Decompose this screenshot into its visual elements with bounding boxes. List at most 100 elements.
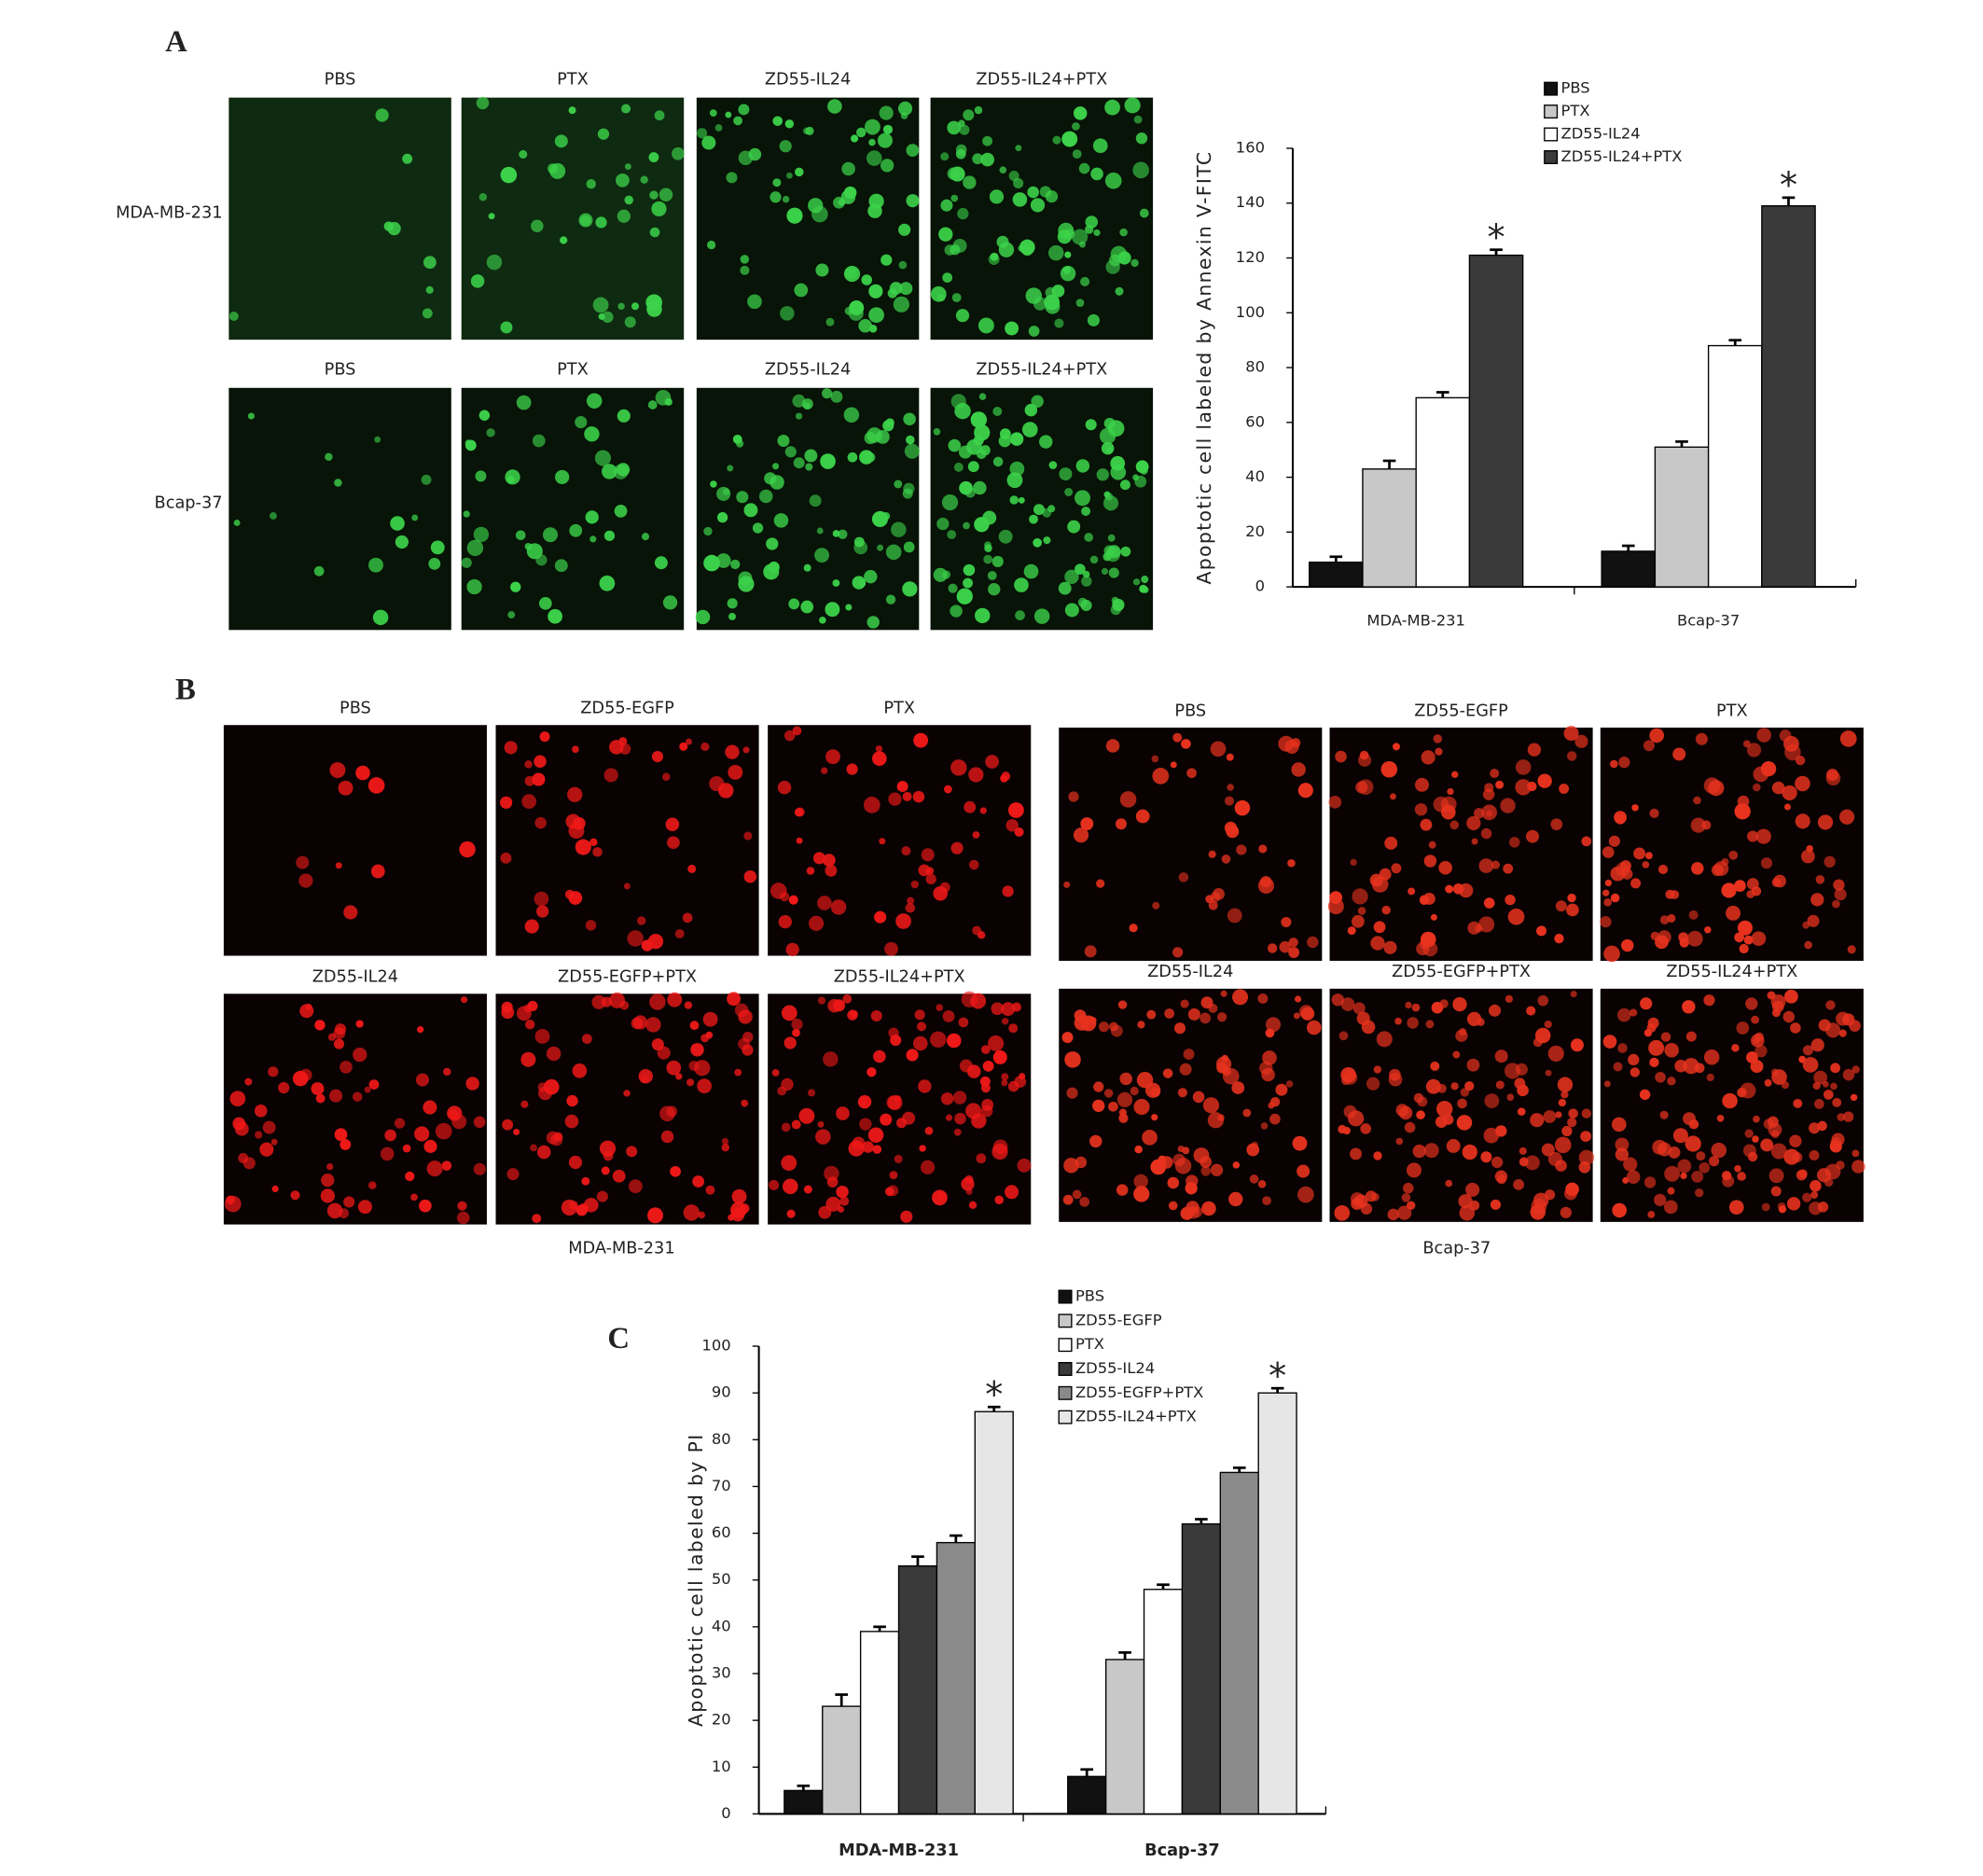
micrograph [1600,727,1864,963]
cell [1027,186,1040,199]
cell [772,178,782,188]
cell [1357,779,1374,796]
cell [1603,1080,1611,1088]
cell [1746,1051,1758,1063]
cell [1467,921,1481,935]
cell [803,127,811,135]
cell [546,1046,562,1062]
cell [742,746,750,754]
cell [743,503,758,518]
cell [1342,1070,1358,1085]
cell [953,462,964,472]
cell [912,1035,928,1051]
cell [659,188,673,201]
cell [1338,1031,1349,1041]
cell [1611,1117,1627,1133]
cell [1770,1143,1787,1160]
cell [1281,916,1292,927]
bar [1415,396,1471,588]
cell [1124,97,1141,114]
image-label: ZD55-IL24+PTX [976,361,1107,380]
cell [1495,1080,1505,1090]
cell [1616,1007,1631,1022]
cell [1580,1131,1592,1142]
cell [1566,751,1577,761]
cell [1716,1115,1725,1122]
cell [1623,1157,1638,1172]
y-tick-label: 10 [712,1758,731,1775]
cell [536,1145,551,1160]
cell [224,1195,242,1213]
cell [1089,1017,1097,1024]
cell [964,487,976,498]
cell [1092,138,1108,153]
cell [1002,885,1014,897]
cell [902,581,918,597]
cell [1383,940,1397,954]
cell [940,199,953,212]
x-tick-label: Bcap-37 [1677,611,1740,629]
cell [836,1185,849,1199]
cell [1602,1035,1617,1049]
cell [841,161,855,176]
cell [1722,1092,1738,1109]
cell [1619,860,1631,872]
cell [1380,760,1398,778]
cell [694,1060,711,1077]
cell [1728,1200,1744,1215]
cell [992,1049,1007,1064]
cell [1144,1082,1161,1098]
x-tick-label: MDA-MB-231 [839,1841,959,1860]
cell [1014,827,1024,837]
cell [617,209,631,223]
y-tick-label: 20 [1245,522,1265,540]
bar [822,1705,862,1815]
cell [1376,1031,1393,1048]
cell [628,1179,643,1193]
group-caption: MDA-MB-231 [568,1239,674,1258]
cell [1073,827,1089,843]
cell [889,1171,898,1180]
cell [1560,1206,1572,1218]
cell [1726,905,1741,921]
cell [1477,1018,1485,1026]
cell [1693,796,1701,805]
cell [1430,1061,1440,1071]
cell [1084,533,1094,542]
cell [961,991,978,1007]
cell [1771,781,1785,795]
cell [875,745,883,753]
cell [1365,1190,1377,1202]
cell [1118,1113,1129,1123]
cell [1657,930,1671,944]
cell [800,600,814,614]
cell [1433,734,1443,743]
cell [1392,743,1400,751]
cell [887,1185,899,1197]
cell [914,1009,925,1021]
cell [554,134,568,148]
legend-swatch [1058,1410,1073,1424]
cell [1537,994,1549,1007]
cell [1210,892,1221,903]
cell [1450,1082,1459,1091]
cell [1560,1091,1569,1099]
cell [1695,732,1708,745]
bar [1761,205,1816,588]
cell [1287,858,1296,868]
cell [524,760,533,769]
cell [554,559,568,573]
cell [1018,496,1025,504]
cell [328,1089,343,1103]
cell [1118,1108,1127,1117]
cell [500,166,518,184]
cell [725,744,740,759]
cell [710,480,717,488]
micrograph [930,97,1154,340]
cell [367,1181,377,1189]
cell [1327,898,1344,915]
cell [269,512,277,520]
cell [963,577,973,589]
cell [1711,1142,1727,1159]
